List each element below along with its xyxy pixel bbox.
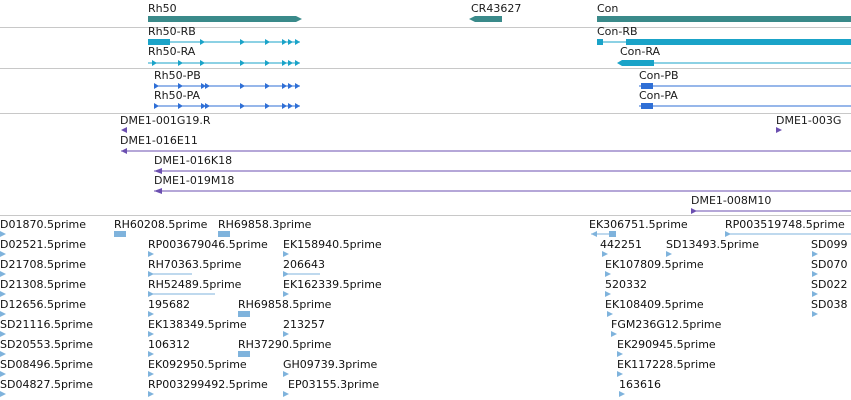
est-label[interactable]: 213257 bbox=[283, 318, 325, 331]
est-label[interactable]: EK162339.5prime bbox=[283, 278, 382, 291]
track-divider-proteins bbox=[0, 113, 851, 114]
est-col4-glyphs[interactable] bbox=[591, 231, 625, 397]
est-label[interactable]: 520332 bbox=[605, 278, 647, 291]
clone-label-dme1-016e11[interactable]: DME1-016E11 bbox=[120, 134, 198, 147]
est-label[interactable]: SD022 bbox=[811, 278, 848, 291]
est-label[interactable]: RH69858.5prime bbox=[238, 298, 332, 311]
transcript-con-rb-glyph[interactable] bbox=[597, 39, 851, 45]
est-label[interactable]: EK107809.5prime bbox=[605, 258, 704, 271]
est-label[interactable]: D01870.5prime bbox=[0, 218, 87, 231]
est-col3-glyphs[interactable] bbox=[218, 231, 320, 397]
est-label[interactable]: SD038 bbox=[811, 298, 848, 311]
est-col2-glyphs[interactable] bbox=[114, 231, 215, 397]
protein-con-pb-glyph[interactable] bbox=[639, 83, 851, 89]
est-label[interactable]: EK138349.5prime bbox=[148, 318, 247, 331]
transcript-rh50-rb-glyph[interactable] bbox=[148, 39, 300, 45]
gene-label-con[interactable]: Con bbox=[597, 2, 619, 15]
clone-dme1-016e11-glyph[interactable] bbox=[121, 148, 851, 154]
clone-label-dme1-019m18[interactable]: DME1-019M18 bbox=[154, 174, 235, 187]
est-label[interactable]: EK306751.5prime bbox=[589, 218, 688, 231]
est-label[interactable]: SD08496.5prime bbox=[0, 358, 93, 371]
est-label[interactable]: SD20553.5prime bbox=[0, 338, 93, 351]
clone-label-dme1-016k18[interactable]: DME1-016K18 bbox=[154, 154, 233, 167]
est-col5-glyphs[interactable] bbox=[666, 231, 851, 317]
clone-dme1-019m18-glyph[interactable] bbox=[154, 188, 851, 194]
est-label[interactable]: SD21116.5prime bbox=[0, 318, 93, 331]
clone-label-dme1-003g[interactable]: DME1-003G bbox=[776, 114, 842, 127]
transcript-label-rh50-ra[interactable]: Rh50-RA bbox=[148, 45, 196, 58]
est-label[interactable]: SD04827.5prime bbox=[0, 378, 93, 391]
est-label[interactable]: D21708.5prime bbox=[0, 258, 87, 271]
gene-con-glyph[interactable] bbox=[597, 16, 851, 22]
clone-label-dme1-001g19[interactable]: DME1-001G19.R bbox=[120, 114, 211, 127]
clone-label-dme1-008m10[interactable]: DME1-008M10 bbox=[691, 194, 772, 207]
transcript-con-ra-glyph[interactable] bbox=[617, 60, 851, 66]
gene-label-rh50[interactable]: Rh50 bbox=[148, 2, 177, 15]
transcript-label-rh50-rb[interactable]: Rh50-RB bbox=[148, 25, 196, 38]
est-label[interactable]: EK092950.5prime bbox=[148, 358, 247, 371]
clone-dme1-008m10-glyph[interactable] bbox=[691, 208, 851, 214]
est-label[interactable]: SD070 bbox=[811, 258, 848, 271]
est-col1-glyphs[interactable] bbox=[0, 231, 6, 397]
est-label[interactable]: EK117228.5prime bbox=[617, 358, 716, 371]
est-label[interactable]: RH37290.5prime bbox=[238, 338, 332, 351]
est-label[interactable]: GH09739.3prime bbox=[283, 358, 378, 371]
clone-dme1-001g19-glyph[interactable] bbox=[121, 127, 127, 133]
est-label[interactable]: D21308.5prime bbox=[0, 278, 87, 291]
est-label[interactable]: FGM236G12.5prime bbox=[611, 318, 722, 331]
gene-label-cr43627[interactable]: CR43627 bbox=[471, 2, 522, 15]
est-label[interactable]: RH69858.3prime bbox=[218, 218, 312, 231]
est-label[interactable]: RP003679046.5prime bbox=[148, 238, 268, 251]
est-label[interactable]: SD13493.5prime bbox=[666, 238, 759, 251]
protein-label-rh50-pa[interactable]: Rh50-PA bbox=[154, 89, 201, 102]
track-divider-genes bbox=[0, 27, 851, 28]
gene-rh50-glyph[interactable] bbox=[148, 16, 302, 22]
protein-label-con-pa[interactable]: Con-PA bbox=[639, 89, 678, 102]
track-divider-clones bbox=[0, 215, 851, 216]
est-label[interactable]: RH52489.5prime bbox=[148, 278, 242, 291]
transcript-label-con-ra[interactable]: Con-RA bbox=[620, 45, 661, 58]
est-label[interactable]: D12656.5prime bbox=[0, 298, 87, 311]
est-label[interactable]: EP03155.3prime bbox=[288, 378, 380, 391]
est-label[interactable]: D02521.5prime bbox=[0, 238, 87, 251]
est-label[interactable]: RH70363.5prime bbox=[148, 258, 242, 271]
transcript-rh50-ra-glyph[interactable] bbox=[148, 60, 300, 66]
est-label[interactable]: 163616 bbox=[619, 378, 661, 391]
track-divider-transcripts bbox=[0, 68, 851, 69]
protein-rh50-pb-glyph[interactable] bbox=[154, 83, 300, 89]
clone-dme1-016k18-glyph[interactable] bbox=[154, 168, 851, 174]
est-label[interactable]: 195682 bbox=[148, 298, 190, 311]
protein-con-pa-glyph[interactable] bbox=[639, 103, 851, 109]
est-label[interactable]: SD099 bbox=[811, 238, 848, 251]
est-label[interactable]: RH60208.5prime bbox=[114, 218, 208, 231]
clone-dme1-003g-glyph[interactable] bbox=[776, 127, 782, 133]
est-label[interactable]: 442251 bbox=[600, 238, 642, 251]
est-label[interactable]: RP003299492.5prime bbox=[148, 378, 268, 391]
est-label[interactable]: EK158940.5prime bbox=[283, 238, 382, 251]
gene-cr43627-glyph[interactable] bbox=[469, 16, 502, 22]
est-label[interactable]: 206643 bbox=[283, 258, 325, 271]
est-label[interactable]: EK108409.5prime bbox=[605, 298, 704, 311]
est-label[interactable]: RP003519748.5prime bbox=[725, 218, 845, 231]
protein-label-rh50-pb[interactable]: Rh50-PB bbox=[154, 69, 201, 82]
protein-rh50-pa-glyph[interactable] bbox=[154, 103, 300, 109]
transcript-label-con-rb[interactable]: Con-RB bbox=[597, 25, 638, 38]
protein-label-con-pb[interactable]: Con-PB bbox=[639, 69, 679, 82]
est-label[interactable]: EK290945.5prime bbox=[617, 338, 716, 351]
est-label[interactable]: 106312 bbox=[148, 338, 190, 351]
